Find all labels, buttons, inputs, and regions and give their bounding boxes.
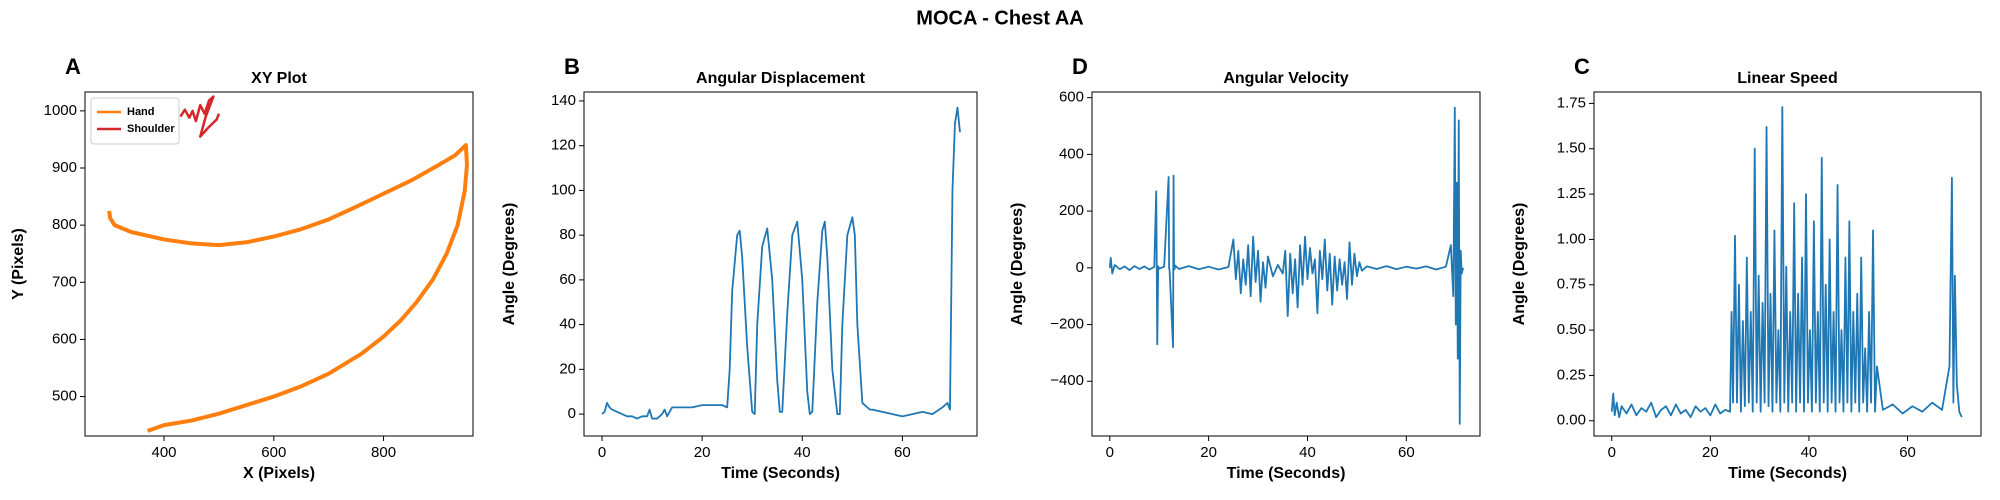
y-axis-label: Y (Pixels) <box>10 228 27 300</box>
y-axis-label: Angle (Degrees) <box>501 203 518 326</box>
y-tick-label: 900 <box>52 159 77 176</box>
x-tick-label: 0 <box>1106 444 1114 461</box>
x-tick-label: 60 <box>894 444 911 461</box>
y-tick-label: 1000 <box>44 102 77 119</box>
x-tick-label: 800 <box>371 444 396 461</box>
y-tick-label: 600 <box>52 330 77 347</box>
panel-title: Angular Velocity <box>1223 70 1348 87</box>
y-tick-label: 80 <box>559 226 576 243</box>
panel-title: XY Plot <box>251 70 307 87</box>
panel-letter: B <box>564 54 580 79</box>
legend-label: Hand <box>127 106 155 118</box>
y-tick-label: 600 <box>1059 89 1084 106</box>
data-line <box>1108 106 1465 425</box>
y-axis-label: Angle (Degrees) <box>1009 203 1026 326</box>
y-tick-label: −400 <box>1050 372 1084 389</box>
x-tick-label: 60 <box>1899 444 1916 461</box>
y-tick-label: 800 <box>52 216 77 233</box>
y-tick-label: 200 <box>1059 202 1084 219</box>
x-tick-label: 0 <box>1608 444 1616 461</box>
x-tick-label: 20 <box>1200 444 1217 461</box>
data-line <box>107 143 469 433</box>
x-tick-label: 40 <box>1801 444 1818 461</box>
y-tick-label: 0.50 <box>1557 321 1586 338</box>
y-tick-label: 140 <box>551 92 576 109</box>
y-tick-label: 0.25 <box>1557 366 1586 383</box>
y-tick-label: 0.75 <box>1557 276 1586 293</box>
y-tick-label: −200 <box>1050 316 1084 333</box>
y-tick-label: 0 <box>1076 259 1084 276</box>
x-tick-label: 0 <box>598 444 606 461</box>
data-line <box>179 95 221 138</box>
y-tick-label: 500 <box>52 388 77 405</box>
y-tick-label: 1.75 <box>1557 94 1586 111</box>
x-axis-label: Time (Seconds) <box>1728 465 1847 482</box>
y-tick-label: 40 <box>559 316 576 333</box>
y-axis-label: Angle (Degrees) <box>1511 203 1528 326</box>
panel-letter: C <box>1574 54 1590 79</box>
x-tick-label: 20 <box>694 444 711 461</box>
panel-title: Angular Displacement <box>696 70 866 87</box>
y-tick-label: 1.50 <box>1557 140 1586 157</box>
y-tick-label: 400 <box>1059 145 1084 162</box>
data-line <box>1610 106 1963 419</box>
y-tick-label: 60 <box>559 271 576 288</box>
y-tick-label: 100 <box>551 181 576 198</box>
x-axis-label: X (Pixels) <box>243 465 315 482</box>
y-tick-label: 1.25 <box>1557 185 1586 202</box>
axes-frame <box>583 91 978 437</box>
axes-frame <box>1091 91 1481 437</box>
y-tick-label: 20 <box>559 360 576 377</box>
axes-frame <box>1593 91 1982 437</box>
x-tick-label: 600 <box>261 444 286 461</box>
legend-box <box>90 97 180 145</box>
axes-frame <box>84 91 474 437</box>
data-line <box>601 106 961 420</box>
y-tick-label: 0.00 <box>1557 412 1586 429</box>
panel-letter: A <box>65 54 81 79</box>
y-tick-label: 0 <box>568 405 576 422</box>
y-tick-label: 700 <box>52 273 77 290</box>
x-tick-label: 20 <box>1702 444 1719 461</box>
y-tick-label: 120 <box>551 137 576 154</box>
figure-title: MOCA - Chest AA <box>916 7 1083 29</box>
x-axis-label: Time (Seconds) <box>721 465 840 482</box>
panel-title: Linear Speed <box>1737 70 1837 87</box>
panel-letter: D <box>1072 54 1088 79</box>
x-axis-label: Time (Seconds) <box>1227 465 1346 482</box>
legend-label: Shoulder <box>127 123 175 135</box>
x-tick-label: 40 <box>794 444 811 461</box>
x-tick-label: 60 <box>1398 444 1415 461</box>
x-tick-label: 40 <box>1299 444 1316 461</box>
x-tick-label: 400 <box>152 444 177 461</box>
y-tick-label: 1.00 <box>1557 230 1586 247</box>
